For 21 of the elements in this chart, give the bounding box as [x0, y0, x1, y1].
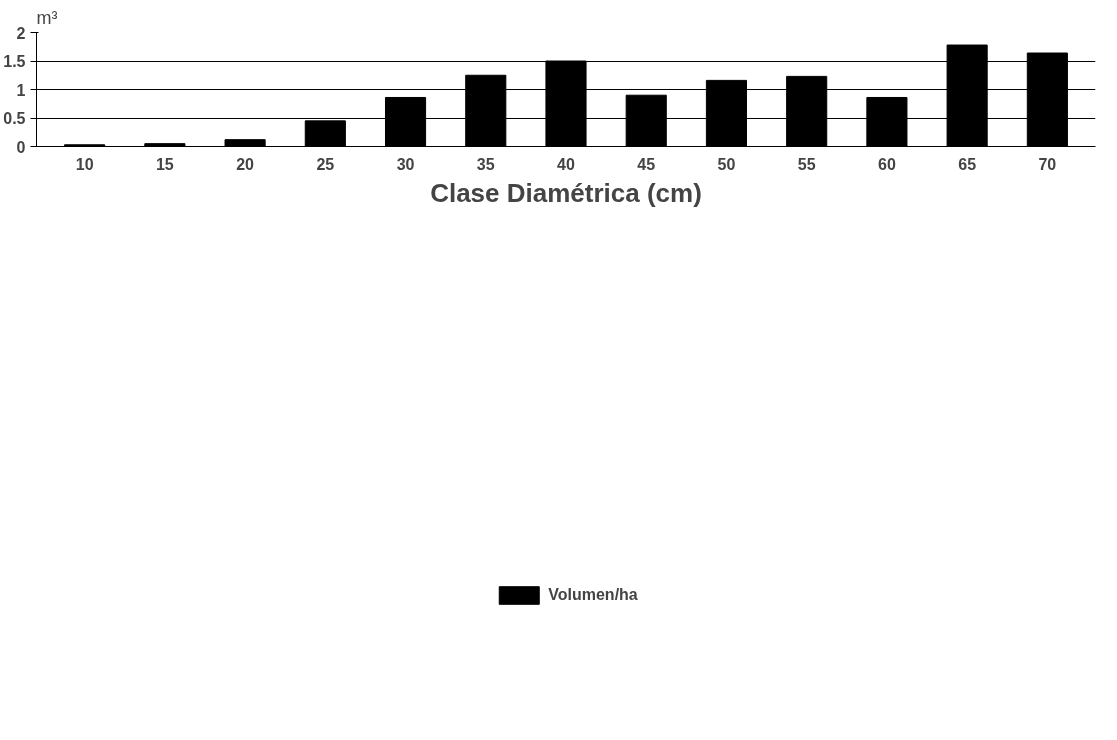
x-tick-label: 20 — [236, 155, 255, 173]
legend-label: Volumen/ha — [548, 585, 638, 604]
x-tick-label: 55 — [797, 155, 816, 173]
y-tick-label: 1 — [16, 81, 26, 99]
x-tick-label: 65 — [958, 155, 977, 173]
y-tick-label: 0.5 — [3, 110, 26, 127]
x-axis-title: Clase Diamétrica (cm) — [430, 177, 702, 208]
x-tick-label: 35 — [476, 155, 495, 173]
y-tick-label: 1.5 — [3, 53, 26, 70]
x-tick-label: 60 — [878, 155, 896, 173]
x-tick-label: 40 — [557, 155, 575, 173]
x-tick-label: 25 — [316, 155, 335, 173]
y-tick-label: 0 — [16, 138, 26, 156]
x-tick-label: 30 — [396, 155, 415, 173]
x-tick-label: 50 — [717, 155, 736, 173]
y-axis-title: m³ — [36, 7, 58, 28]
x-tick-label: 70 — [1038, 155, 1057, 173]
x-tick-label: 10 — [75, 155, 94, 173]
x-tick-label: 15 — [155, 155, 174, 173]
y-tick-label: 2 — [16, 24, 26, 42]
x-tick-label: 45 — [637, 155, 656, 173]
